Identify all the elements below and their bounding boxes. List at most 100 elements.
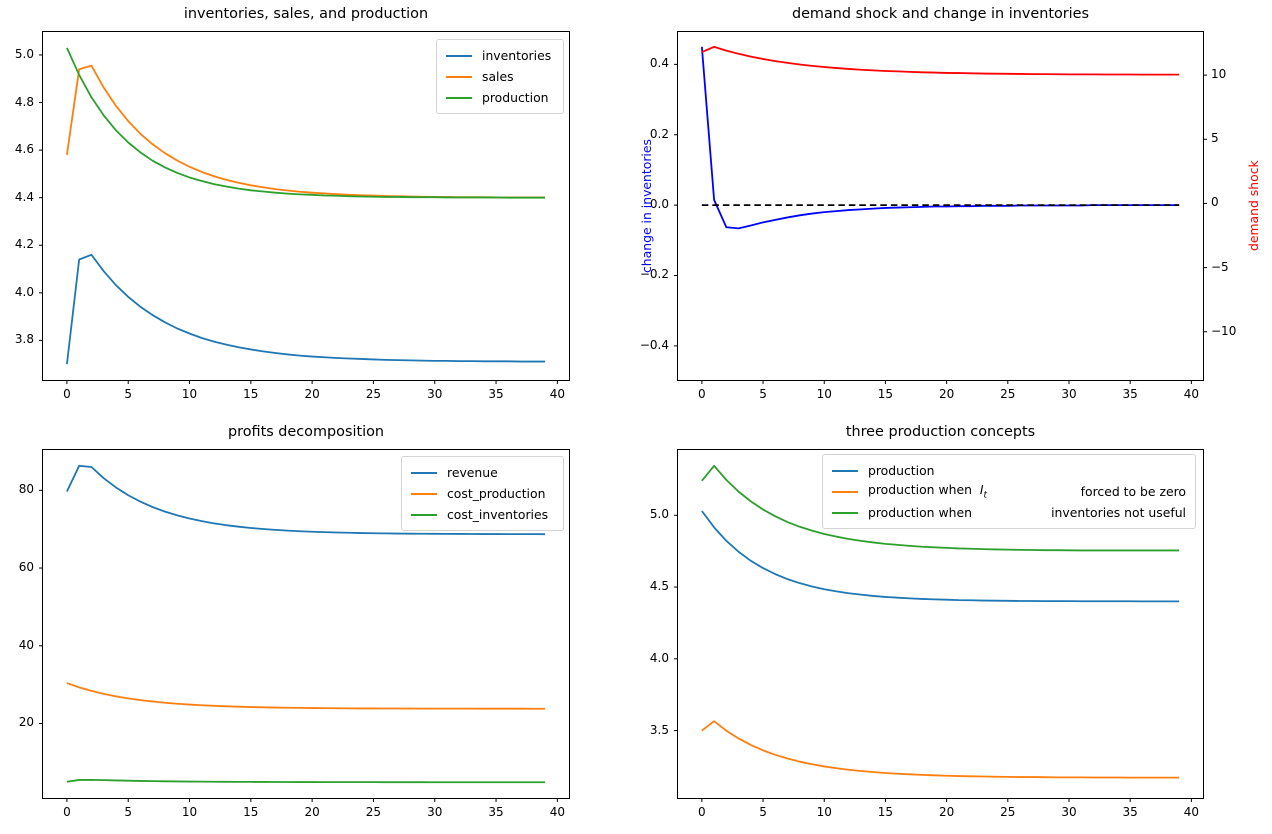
series-line-inventories <box>66 253 546 365</box>
x-tick-label: 0 <box>698 387 706 401</box>
legend-item: cost_inventories <box>411 504 554 525</box>
y-tick-label: 20 <box>18 715 34 730</box>
legend-item-label: production when <box>868 505 972 520</box>
legend-label-text: production when <box>868 482 980 498</box>
legend-item-label-right: inventories not useful <box>1051 505 1186 520</box>
math-subscript-t: t <box>983 490 987 501</box>
legend-item-label: sales <box>482 69 514 84</box>
x-tick-label: 0 <box>698 805 706 819</box>
legend-item-label: production when It <box>868 482 987 500</box>
legend-item: revenue <box>411 462 554 483</box>
legend-item-label: inventories <box>482 48 552 63</box>
legend-line-swatch <box>446 54 472 57</box>
legend-line-swatch <box>832 490 858 493</box>
y-tick-label: 4.6 <box>14 142 34 157</box>
legend-inventories-sales-production: inventories sales production <box>436 39 564 114</box>
y-tick-label: 60 <box>18 560 34 575</box>
x-tick-label: 40 <box>549 387 565 401</box>
x-tick-label: 15 <box>877 387 894 401</box>
x-tick-label: 5 <box>759 387 767 401</box>
x-tick-label: 40 <box>1183 387 1199 401</box>
legend-item: production <box>832 460 1186 481</box>
x-tick-label: 20 <box>938 387 955 401</box>
subplot-inventories-sales-production: inventories sales production 0 5 10 15 20 25 3… <box>15 31 570 401</box>
y-tick-label: 4.0 <box>14 284 34 299</box>
y-tick-label-right: −10 <box>1211 323 1237 338</box>
subplot-title-bottom-right: three production concepts <box>845 424 1036 440</box>
y-tick-label: 5.0 <box>14 46 34 61</box>
y-tick-label: −0.4 <box>639 337 669 352</box>
x-tick-label: 35 <box>1122 387 1138 401</box>
legend-line-swatch <box>832 469 858 472</box>
subplot-three-production-concepts: production production when It forced to … <box>650 449 1204 819</box>
y-tick-label-right: −5 <box>1211 259 1229 274</box>
legend-line-swatch <box>411 513 437 516</box>
legend-item-label: cost_inventories <box>447 507 549 522</box>
x-tick-label: 5 <box>124 805 133 819</box>
legend-item: production when It forced to be zero <box>832 481 1186 502</box>
legend-line-swatch <box>446 75 472 78</box>
legend-item: production <box>446 87 554 108</box>
x-tick-label: 15 <box>877 805 894 819</box>
y-tick-label-right: 10 <box>1211 67 1227 82</box>
x-tick-label: 40 <box>1183 805 1199 819</box>
subplot-title-bottom-left: profits decomposition <box>227 424 385 440</box>
legend-item-label-right: forced to be zero <box>1080 484 1186 499</box>
x-tick-label: 35 <box>488 387 504 401</box>
x-tick-label: 5 <box>759 805 767 819</box>
x-tick-label: 20 <box>938 805 955 819</box>
legend-profits-decomposition: revenue cost_production cost_inventories <box>401 456 564 531</box>
y-tick-label: 5.0 <box>649 507 669 522</box>
legend-item-label: revenue <box>447 465 498 480</box>
x-tick-label: 20 <box>304 387 320 401</box>
x-tick-label: 0 <box>63 805 71 819</box>
x-tick-label: 30 <box>427 805 443 819</box>
series-line-cost-inventories <box>66 778 546 784</box>
legend-line-swatch <box>832 511 858 514</box>
x-tick-label: 35 <box>488 805 504 819</box>
y-tick-label-right: 5 <box>1211 131 1219 146</box>
plot-area <box>674 45 1207 384</box>
legend-item: sales <box>446 66 554 87</box>
legend-three-production-concepts: production production when It forced to … <box>822 454 1196 529</box>
subplot-demand-shock-change-in-inventories: 0 5 10 15 20 25 30 35 40 −0.4 −0.2 0.0 0.2 0.4 −10 −5 0 5… <box>640 31 1236 401</box>
series-line-production <box>66 47 546 199</box>
x-tick-label: 10 <box>181 387 198 401</box>
y-tick-label: −0.2 <box>639 267 669 282</box>
series-line-cost-production <box>66 682 546 710</box>
x-tick-label: 10 <box>816 387 832 401</box>
x-tick-label: 30 <box>1061 805 1077 819</box>
series-line-production-when-inventories-not-useful <box>701 464 1180 552</box>
y-tick-label: 4.4 <box>14 189 34 204</box>
subplot-title-top-left: inventories, sales, and production <box>183 6 429 22</box>
subplot-title-top-right: demand shock and change in inventories <box>791 6 1090 22</box>
legend-item: inventories <box>446 45 554 66</box>
plot-area <box>674 464 1192 802</box>
legend-item: production when inventories not useful <box>832 502 1186 523</box>
y-tick-label: 80 <box>18 482 34 497</box>
y-tick-label: 4.8 <box>14 94 34 109</box>
x-tick-label: 30 <box>427 387 443 401</box>
x-tick-label: 25 <box>365 387 382 401</box>
legend-item-label: cost_production <box>447 486 546 501</box>
math-italic-I: I <box>979 482 984 498</box>
plot-area <box>39 464 558 802</box>
subplot-profits-decomposition: revenue cost_production cost_inventories… <box>19 449 570 819</box>
x-tick-label: 10 <box>816 805 832 819</box>
y-tick-label: 0.2 <box>649 126 669 141</box>
x-tick-label: 25 <box>1000 805 1016 819</box>
legend-line-swatch <box>446 96 472 99</box>
y-tick-label: 40 <box>18 637 34 652</box>
y-tick-label: 0.0 <box>649 197 669 212</box>
legend-line-swatch <box>411 492 437 495</box>
y-tick-label: 3.5 <box>649 722 669 737</box>
series-line-change-in-inventories <box>700 46 1180 230</box>
x-tick-label: 30 <box>1061 387 1077 401</box>
x-tick-label: 15 <box>243 387 259 401</box>
x-tick-label: 15 <box>243 805 259 819</box>
y-tick-label-right: 0 <box>1211 195 1219 210</box>
y-tick-label: 4.5 <box>649 579 669 594</box>
y-tick-label: 4.0 <box>649 650 669 665</box>
math-symbol-I-sub-t: It <box>979 482 987 500</box>
